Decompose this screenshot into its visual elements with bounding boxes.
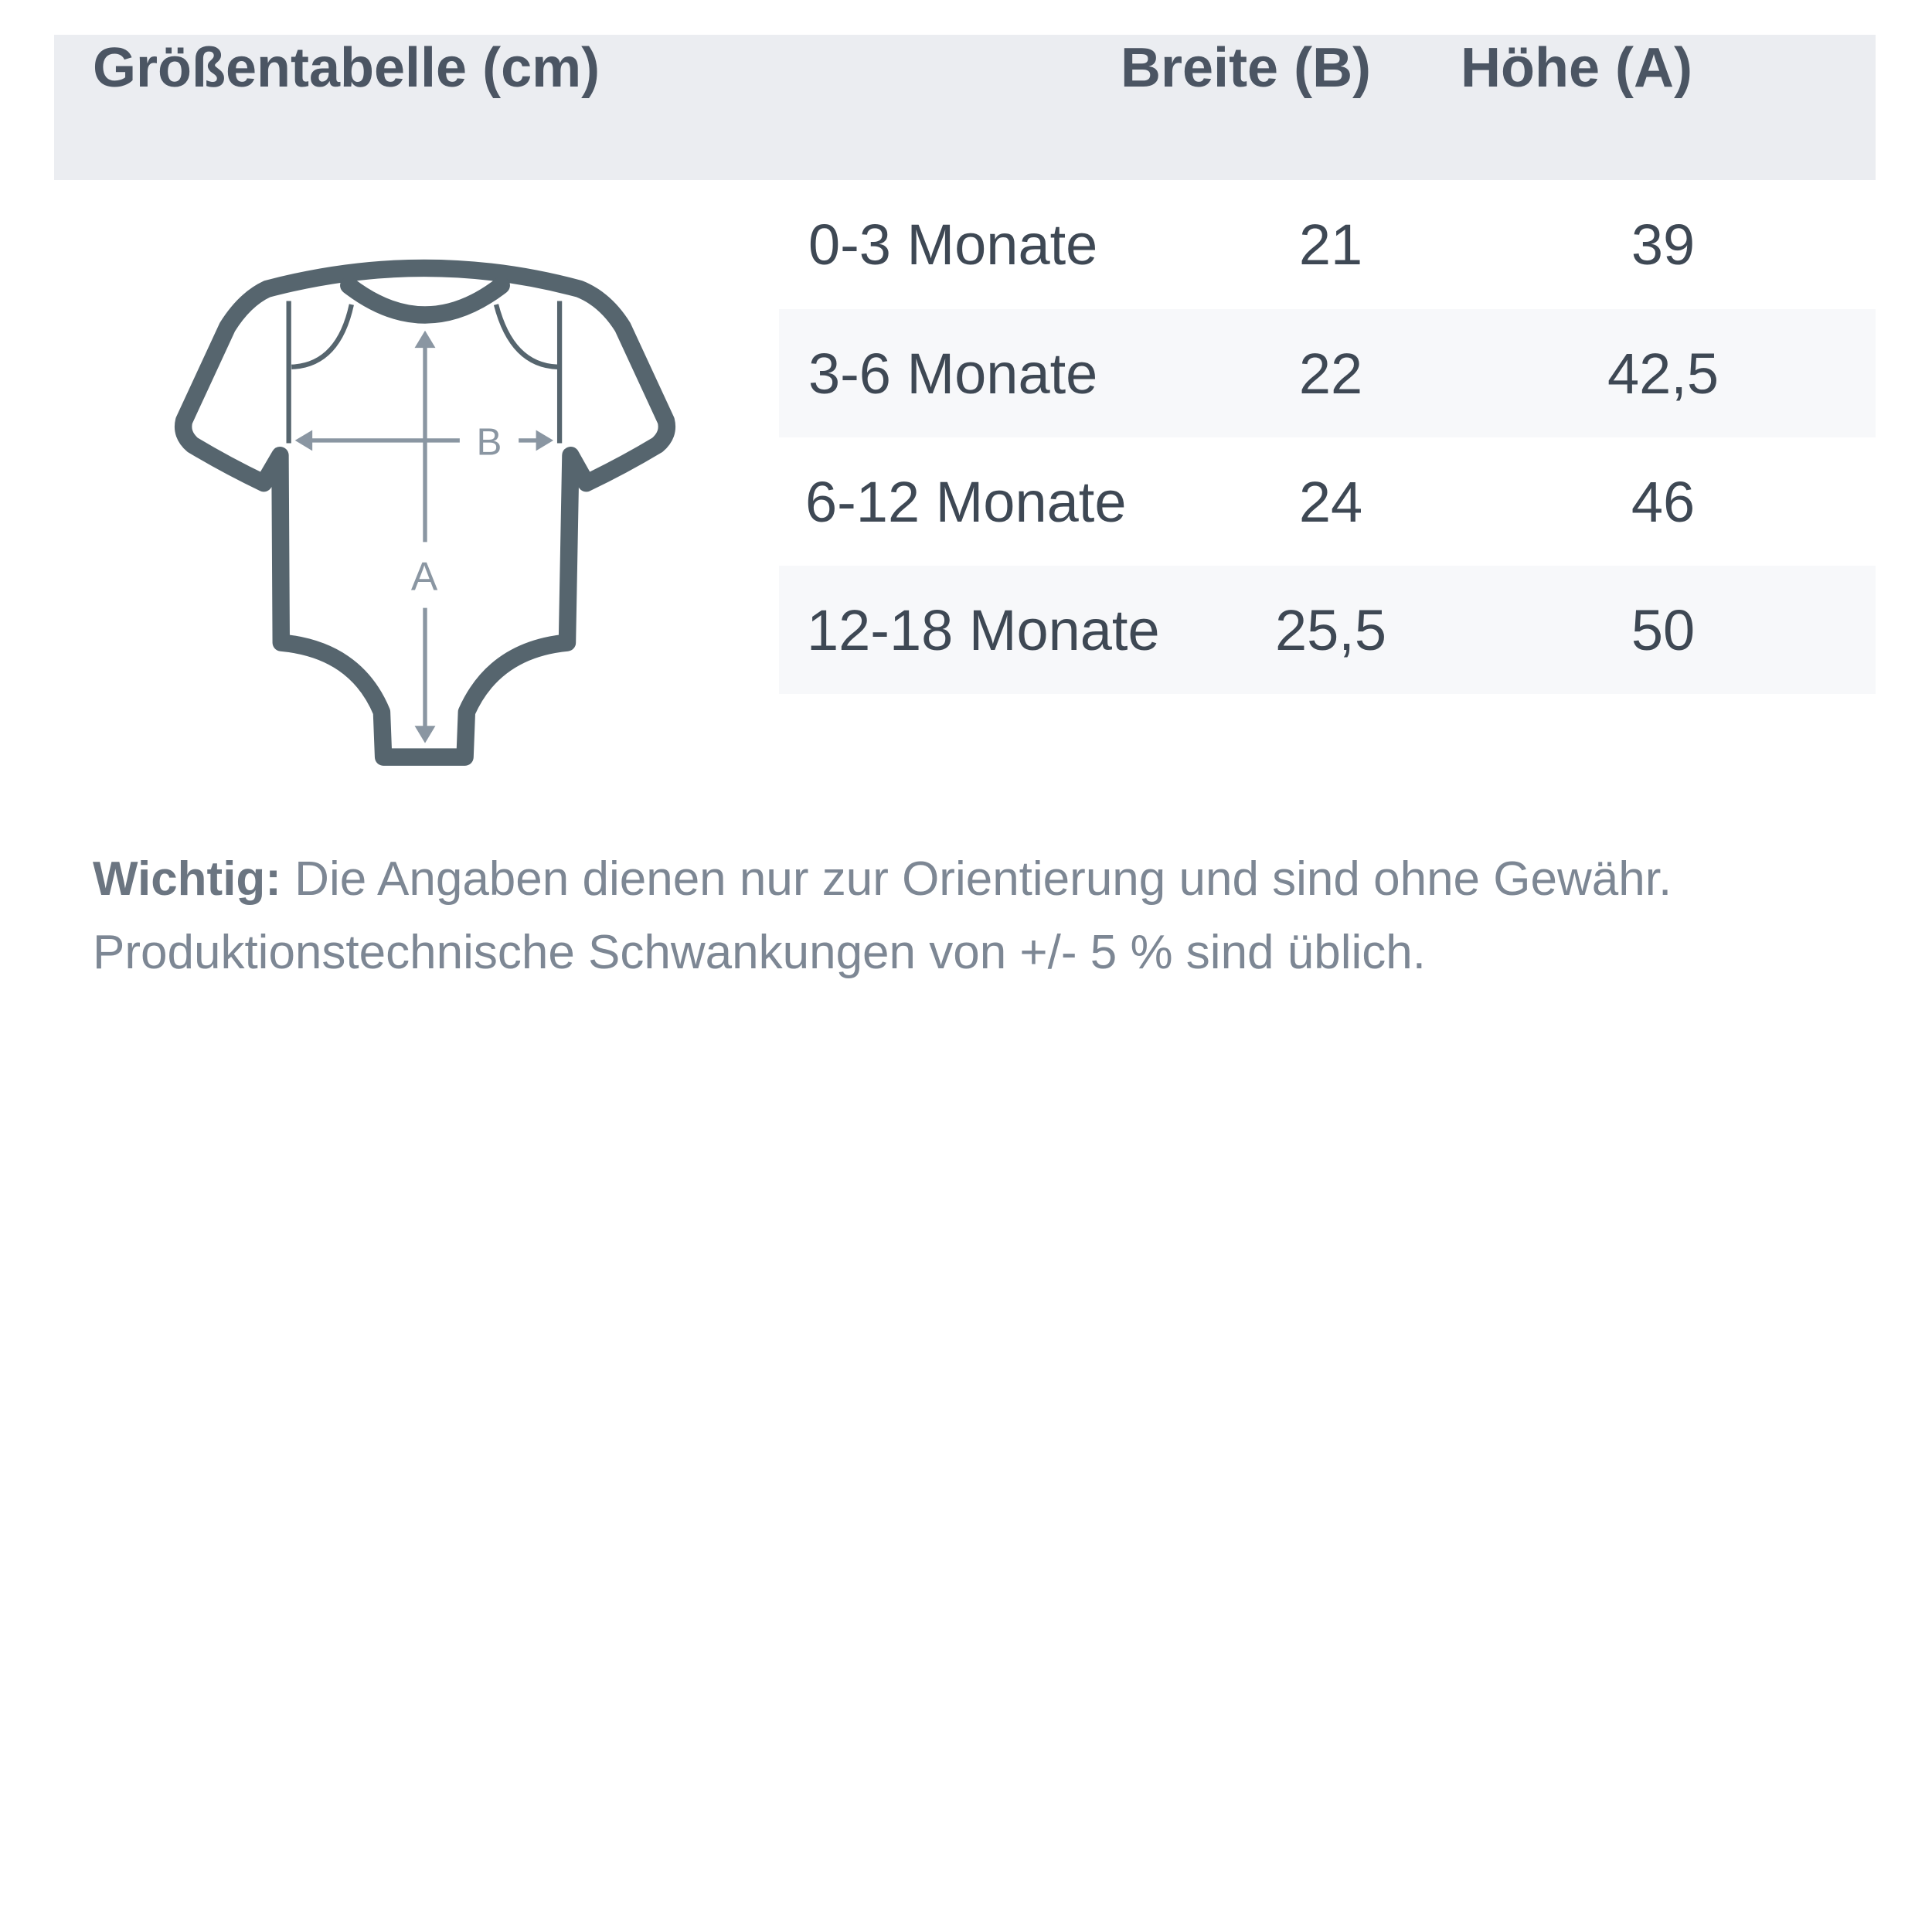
- table-row: 3-6 Monate 22 42,5: [779, 309, 1876, 437]
- label-a: A: [411, 553, 438, 598]
- size-cell: 12-18 Monate: [807, 597, 1160, 662]
- column-header-height: Höhe (A): [1461, 37, 1692, 99]
- width-cell: 21: [1298, 212, 1363, 277]
- size-cell: 3-6 Monate: [808, 341, 1098, 406]
- table-row: 12-18 Monate 25,5 50: [779, 566, 1876, 694]
- column-header-width: Breite (B): [1121, 37, 1372, 99]
- baby-bodysuit-diagram: B A: [174, 259, 676, 766]
- width-cell: 25,5: [1274, 597, 1387, 662]
- table-title: Größentabelle (cm): [93, 37, 600, 99]
- note-text: Die Angaben dienen nur zur Orientierung …: [93, 852, 1672, 979]
- neckline: [340, 277, 510, 324]
- table-row: 0-3 Monate 21 39: [779, 180, 1876, 308]
- label-b: B: [477, 420, 502, 463]
- note-bold: Wichtig:: [93, 852, 281, 906]
- table-row: 6-12 Monate 24 46: [779, 437, 1876, 566]
- height-cell: 42,5: [1607, 341, 1719, 406]
- table-header: [54, 35, 1876, 180]
- height-cell: 39: [1631, 212, 1696, 277]
- bodysuit-outline: [174, 259, 676, 766]
- width-cell: 22: [1298, 341, 1363, 406]
- width-cell: 24: [1298, 469, 1363, 534]
- height-cell: 46: [1631, 469, 1696, 534]
- size-cell: 6-12 Monate: [805, 469, 1127, 534]
- height-cell: 50: [1631, 597, 1696, 662]
- disclaimer-note: Wichtig: Die Angaben dienen nur zur Orie…: [93, 842, 1870, 989]
- size-cell: 0-3 Monate: [808, 212, 1098, 277]
